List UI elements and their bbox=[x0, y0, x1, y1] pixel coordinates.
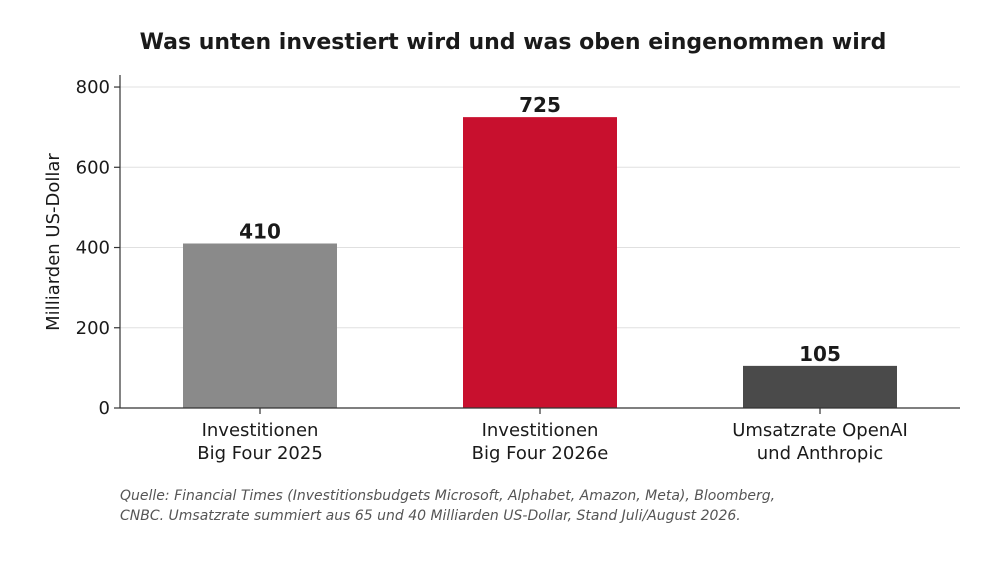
bar bbox=[463, 117, 617, 409]
bar-value-label: 105 bbox=[799, 342, 841, 366]
x-tick-label: Big Four 2026e bbox=[472, 443, 609, 464]
y-tick-label: 0 bbox=[99, 398, 110, 419]
x-tick-label: Umsatzrate OpenAI bbox=[732, 420, 908, 441]
data-labels: 410 725 105 bbox=[239, 93, 841, 366]
x-tick-label: und Anthropic bbox=[757, 443, 884, 464]
x-tick-label: Investitionen bbox=[202, 420, 319, 441]
x-tick-label: Investitionen bbox=[482, 420, 599, 441]
y-axis-label: Milliarden US-Dollar bbox=[43, 153, 64, 331]
y-tick-label: 400 bbox=[76, 238, 110, 259]
y-ticks: 0 200 400 600 800 bbox=[76, 77, 120, 419]
axes bbox=[119, 75, 960, 414]
bars bbox=[183, 117, 897, 409]
y-tick-label: 200 bbox=[76, 318, 110, 339]
bar bbox=[183, 243, 337, 408]
bar bbox=[743, 365, 897, 408]
y-tick-label: 800 bbox=[76, 77, 110, 98]
source-line-2: CNBC. Umsatzrate summiert aus 65 und 40 … bbox=[120, 508, 741, 524]
y-tick-label: 600 bbox=[76, 157, 110, 178]
chart-title: Was unten investiert wird und was oben e… bbox=[140, 30, 887, 55]
x-tick-label: Big Four 2025 bbox=[197, 443, 323, 464]
source-line-1: Quelle: Financial Times (Investitionsbud… bbox=[120, 488, 775, 504]
bar-value-label: 410 bbox=[239, 220, 281, 244]
bar-value-label: 725 bbox=[519, 93, 561, 117]
